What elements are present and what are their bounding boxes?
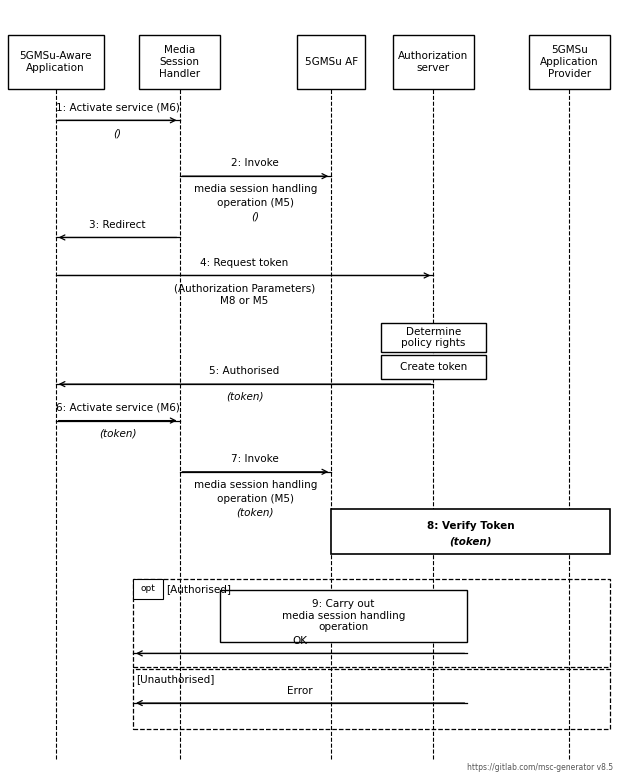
Text: 4: Request token: 4: Request token <box>201 258 288 268</box>
Bar <box>331 509 610 554</box>
Text: OK: OK <box>293 636 308 646</box>
Text: 3: Redirect: 3: Redirect <box>89 220 146 230</box>
Text: [Unauthorised]: [Unauthorised] <box>136 674 215 684</box>
Text: operation (M5): operation (M5) <box>217 198 294 208</box>
Text: (token): (token) <box>226 392 263 402</box>
Text: (): () <box>251 212 259 222</box>
Text: (token): (token) <box>99 428 136 438</box>
Text: (token): (token) <box>449 537 491 546</box>
Text: 5: Authorised: 5: Authorised <box>209 366 280 376</box>
Text: opt: opt <box>141 584 155 594</box>
Bar <box>133 579 163 599</box>
Text: (): () <box>114 128 121 138</box>
Text: 6: Activate service (M6): 6: Activate service (M6) <box>56 403 180 413</box>
Bar <box>381 355 486 379</box>
Text: 2: Invoke: 2: Invoke <box>232 158 279 168</box>
Text: Determine
policy rights: Determine policy rights <box>401 327 465 348</box>
Text: M8 or M5: M8 or M5 <box>220 296 269 306</box>
Bar <box>529 35 610 89</box>
Text: 7: Invoke: 7: Invoke <box>232 454 279 464</box>
Bar <box>381 323 486 352</box>
Text: 5GMSu AF: 5GMSu AF <box>305 57 358 67</box>
Text: 8: Verify Token: 8: Verify Token <box>426 521 514 531</box>
Text: [Authorised]: [Authorised] <box>166 584 231 594</box>
Text: 5GMSu
Application
Provider: 5GMSu Application Provider <box>540 46 599 78</box>
Text: Authorization
server: Authorization server <box>398 51 469 73</box>
Bar <box>297 35 365 89</box>
Bar <box>393 35 474 89</box>
Text: Media
Session
Handler: Media Session Handler <box>159 46 200 78</box>
Text: 9: Carry out
media session handling
operation: 9: Carry out media session handling oper… <box>282 599 405 632</box>
Text: (Authorization Parameters): (Authorization Parameters) <box>174 283 315 293</box>
Bar <box>133 579 610 667</box>
Bar <box>133 669 610 729</box>
Text: operation (M5): operation (M5) <box>217 494 294 504</box>
Text: Error: Error <box>287 686 313 696</box>
Text: (token): (token) <box>236 508 274 518</box>
Bar <box>139 35 220 89</box>
Text: media session handling: media session handling <box>194 480 317 490</box>
Bar <box>7 35 103 89</box>
Text: media session handling: media session handling <box>194 184 317 194</box>
Text: 5GMSu-Aware
Application: 5GMSu-Aware Application <box>19 51 92 73</box>
Text: https://gitlab.com/msc-generator v8.5: https://gitlab.com/msc-generator v8.5 <box>467 763 613 772</box>
Text: 1: Activate service (M6): 1: Activate service (M6) <box>56 102 180 113</box>
Bar <box>220 590 467 642</box>
Text: Create token: Create token <box>400 362 467 372</box>
